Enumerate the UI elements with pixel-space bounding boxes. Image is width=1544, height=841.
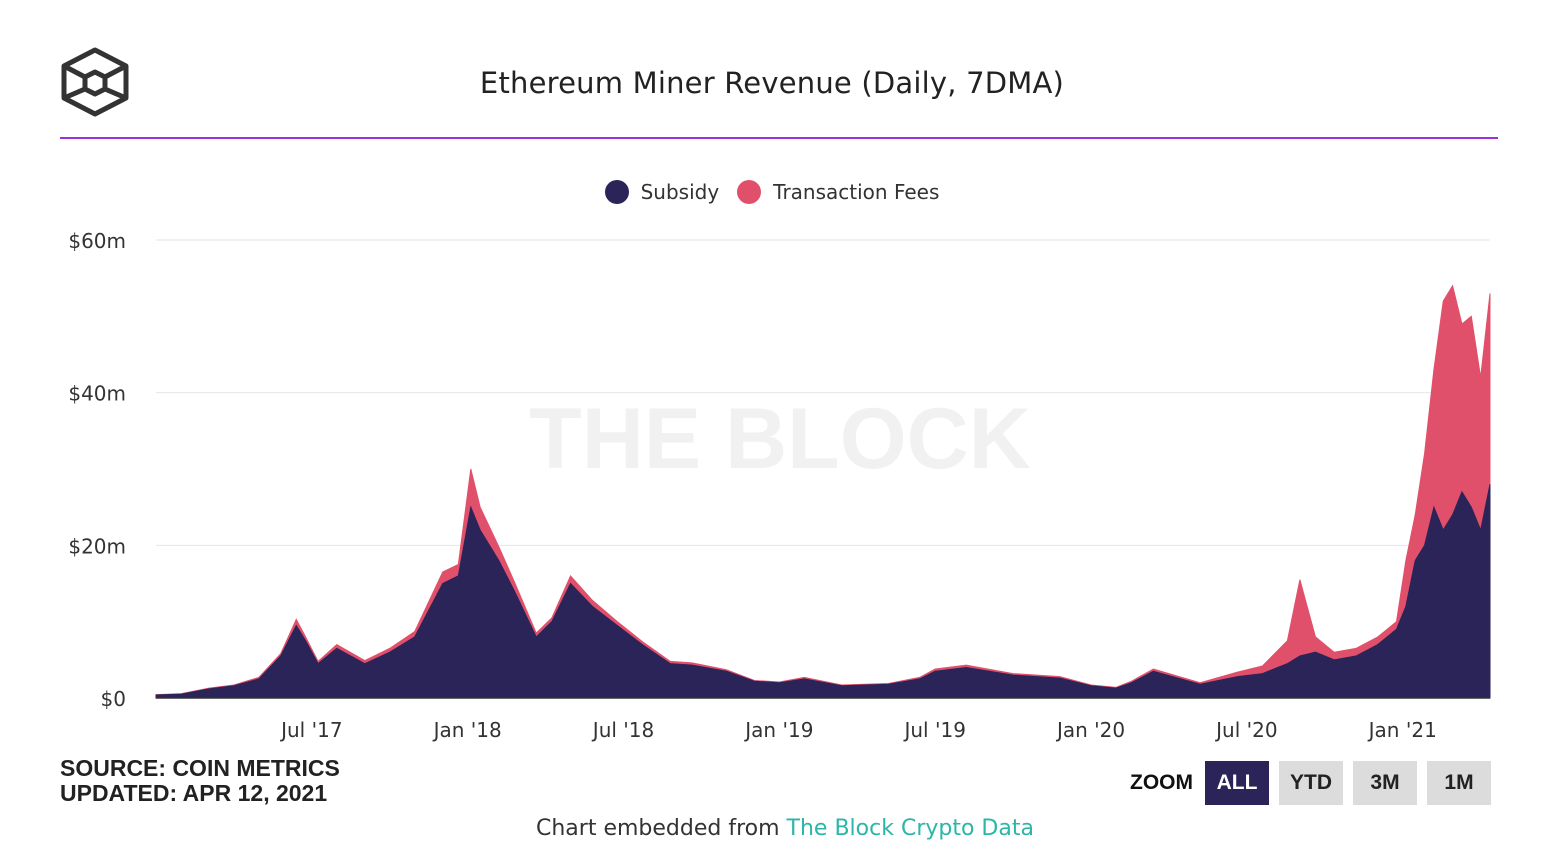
x-tick-label: Jan '19 xyxy=(743,718,813,742)
legend-item-transaction-fees[interactable]: Transaction Fees xyxy=(737,180,939,204)
embed-link[interactable]: The Block Crypto Data xyxy=(786,816,1034,841)
chart-title: Ethereum Miner Revenue (Daily, 7DMA) xyxy=(479,66,1065,100)
x-tick-label: Jul '17 xyxy=(279,718,342,742)
source-line: SOURCE: COIN METRICS xyxy=(60,755,340,781)
zoom-3m-button[interactable]: 3M xyxy=(1353,761,1417,805)
x-tick-label: Jul '19 xyxy=(902,718,965,742)
y-tick-label: $60m xyxy=(68,229,126,253)
title-divider xyxy=(60,137,1498,139)
zoom-ytd-button[interactable]: YTD xyxy=(1279,761,1343,805)
zoom-controls: ZOOM ALL YTD 3M 1M xyxy=(1130,761,1491,805)
x-tick-label: Jan '20 xyxy=(1055,718,1125,742)
legend-label-subsidy: Subsidy xyxy=(640,180,720,204)
zoom-label: ZOOM xyxy=(1130,771,1193,794)
chart-legend: Subsidy Transaction Fees xyxy=(0,180,1544,204)
y-tick-label: $0 xyxy=(101,687,126,711)
x-tick-label: Jul '18 xyxy=(591,718,654,742)
x-tick-label: Jul '20 xyxy=(1214,718,1277,742)
y-tick-label: $40m xyxy=(68,382,126,406)
x-tick-label: Jan '18 xyxy=(432,718,502,742)
y-tick-label: $20m xyxy=(68,534,126,558)
source-note: SOURCE: COIN METRICS UPDATED: APR 12, 20… xyxy=(60,756,340,806)
updated-line: UPDATED: APR 12, 2021 xyxy=(60,780,328,806)
cube-logo-icon xyxy=(61,47,129,117)
watermark-text: THE BLOCK xyxy=(529,391,1031,487)
legend-label-transaction-fees: Transaction Fees xyxy=(773,180,940,204)
legend-marker-subsidy xyxy=(604,180,629,204)
embed-footer: Chart embedded from The Block Crypto Dat… xyxy=(536,816,1034,841)
legend-marker-transaction-fees xyxy=(737,180,762,204)
zoom-1m-button[interactable]: 1M xyxy=(1427,761,1491,805)
series-area-subsidy xyxy=(155,484,1491,699)
zoom-all-button[interactable]: ALL xyxy=(1205,761,1269,805)
x-tick-label: Jan '21 xyxy=(1367,718,1437,742)
legend-item-subsidy[interactable]: Subsidy xyxy=(604,180,720,204)
series-area-transaction-fees xyxy=(155,284,1491,696)
embed-prefix: Chart embedded from xyxy=(536,816,780,841)
